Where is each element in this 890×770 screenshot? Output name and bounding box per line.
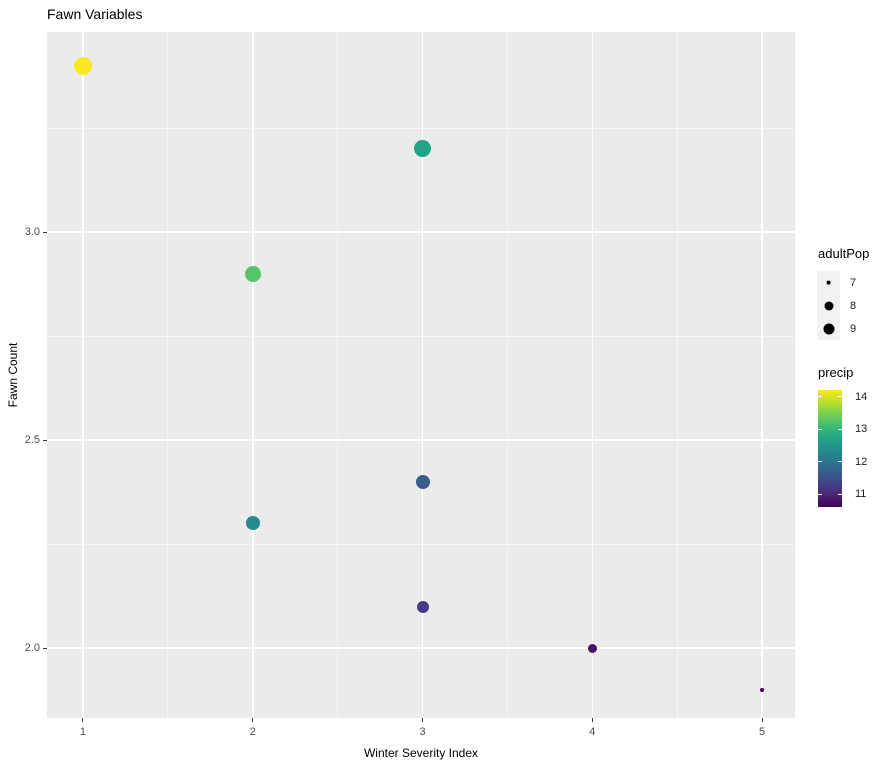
plot-panel: [47, 32, 795, 718]
x-tick-label: 4: [589, 726, 596, 738]
gridline-x-minor: [167, 32, 169, 718]
colorbar-tick-label: 14: [855, 390, 868, 403]
color-legend-title: precip: [818, 365, 854, 380]
data-point: [416, 600, 429, 613]
x-tick-label: 3: [419, 726, 426, 738]
size-legend-entry: 8: [817, 294, 856, 317]
chart-title: Fawn Variables: [47, 6, 143, 22]
gridline-x-major: [252, 32, 254, 718]
gridline-y-major: [47, 647, 795, 649]
x-tick-label: 5: [759, 726, 766, 738]
size-legend-key: [817, 317, 840, 340]
y-tick-mark: [43, 647, 47, 649]
colorbar-tick: [838, 493, 842, 495]
y-tick-label: 3.0: [24, 226, 40, 239]
x-tick-mark: [591, 718, 593, 722]
colorbar-tick-label: 12: [855, 455, 868, 468]
size-legend-dot: [823, 323, 834, 334]
colorbar-tick: [838, 396, 842, 397]
gridline-y-minor: [47, 543, 795, 545]
x-axis-title: Winter Severity Index: [363, 746, 479, 760]
colorbar-tick: [818, 396, 822, 397]
gridline-x-minor: [506, 32, 508, 718]
data-point: [245, 516, 260, 531]
data-point: [73, 56, 92, 75]
size-legend-label: 7: [850, 276, 857, 289]
x-tick-mark: [252, 718, 254, 722]
gridline-y-minor: [47, 335, 795, 337]
gridline-y-minor: [47, 127, 795, 129]
size-legend-dot: [826, 280, 831, 285]
size-legend-key: [817, 294, 840, 317]
size-legend-title: adultPop: [818, 246, 870, 261]
size-legend: 7 8 9: [817, 271, 856, 340]
colorbar-tick: [838, 461, 842, 462]
x-tick-mark: [761, 718, 763, 722]
gridline-y-major: [47, 231, 795, 233]
colorbar: [818, 390, 842, 507]
size-legend-entry: 9: [817, 317, 856, 340]
colorbar-tick: [838, 428, 842, 430]
gridline-x-major: [421, 32, 424, 718]
data-point: [415, 474, 430, 489]
x-tick-mark: [82, 718, 84, 722]
colorbar-tick: [818, 428, 822, 430]
gridline-y-major: [47, 439, 795, 441]
y-tick-mark: [43, 231, 47, 233]
size-legend-entry: 7: [817, 271, 856, 294]
y-axis-title: Fawn Count: [6, 342, 20, 408]
colorbar-tick-label: 11: [855, 488, 867, 500]
colorbar-tick: [818, 461, 822, 462]
size-legend-label: 9: [850, 322, 857, 335]
x-tick-label: 2: [249, 726, 256, 738]
size-legend-key: [817, 271, 840, 294]
gridline-x-major: [591, 32, 594, 718]
gridline-x-major: [82, 32, 84, 718]
colorbar-tick-label: 13: [855, 423, 868, 435]
gridline-x-major: [761, 32, 763, 718]
data-point: [587, 643, 597, 653]
x-tick-mark: [422, 718, 424, 722]
y-tick-mark: [43, 439, 47, 441]
data-point: [414, 140, 432, 158]
size-legend-dot: [824, 301, 833, 310]
size-legend-label: 8: [850, 299, 857, 312]
data-point: [244, 265, 261, 282]
x-tick-label: 1: [79, 726, 87, 738]
gridline-x-minor: [676, 32, 678, 718]
data-point: [759, 687, 765, 692]
gridline-x-minor: [337, 32, 339, 718]
colorbar-tick: [818, 493, 822, 495]
y-tick-label: 2.5: [24, 434, 40, 447]
y-tick-label: 2.0: [24, 642, 40, 655]
